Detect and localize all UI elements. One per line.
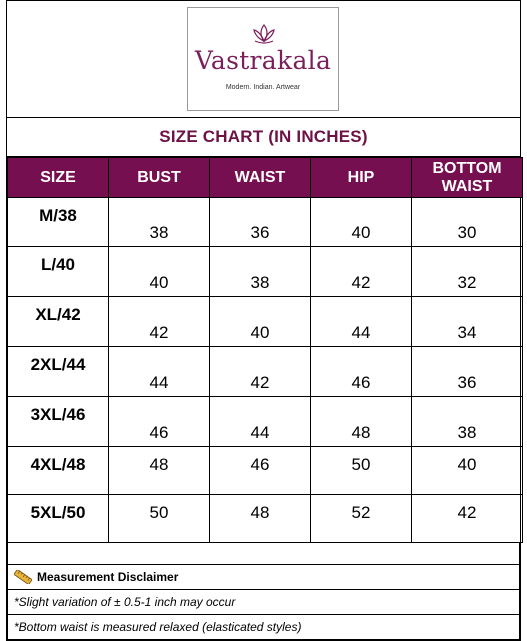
waist-cell: 38 (209, 246, 311, 297)
header-bottom-waist: BOTTOM WAIST (411, 157, 523, 198)
bottom-waist-cell: 30 (411, 197, 523, 247)
bottom-waist-cell: 36 (411, 346, 523, 397)
bust-cell: 42 (108, 296, 210, 347)
hip-cell: 42 (310, 246, 412, 297)
header-size: SIZE (7, 157, 109, 198)
size-cell: 5XL/50 (7, 494, 109, 543)
disclaimer-note: *Bottom waist is measured relaxed (elast… (7, 615, 520, 640)
hip-cell: 44 (310, 296, 412, 347)
header-waist: WAIST (209, 157, 311, 198)
brand-name: Vastrakala (194, 46, 332, 75)
size-cell: XL/42 (7, 296, 109, 347)
hip-cell: 52 (310, 494, 412, 543)
bottom-waist-cell: 42 (411, 494, 523, 543)
lotus-icon (253, 24, 275, 44)
bust-cell: 50 (108, 494, 210, 543)
table-row: XL/42 42 40 44 34 (7, 296, 523, 347)
brand-logo: Vastrakala Modern. Indian. Artwear (187, 7, 339, 111)
size-cell: 3XL/46 (7, 396, 109, 447)
waist-cell: 36 (209, 197, 311, 247)
bottom-waist-cell: 40 (411, 446, 523, 495)
size-chart-frame: Vastrakala Modern. Indian. Artwear SIZE … (6, 0, 523, 641)
size-table: SIZE BUST WAIST HIP BOTTOM WAIST M/38 38… (7, 157, 523, 543)
chart-title: SIZE CHART (IN INCHES) (159, 127, 368, 146)
table-row: 4XL/48 48 46 50 40 (7, 446, 523, 495)
waist-cell: 48 (209, 494, 311, 543)
hip-cell: 46 (310, 346, 412, 397)
header-bust: BUST (108, 157, 210, 198)
bust-cell: 46 (108, 396, 210, 447)
hip-cell: 48 (310, 396, 412, 447)
bottom-waist-cell: 38 (411, 396, 523, 447)
disclaimer-heading: Measurement Disclaimer (37, 570, 179, 584)
bust-cell: 44 (108, 346, 210, 397)
logo-row: Vastrakala Modern. Indian. Artwear (7, 1, 520, 118)
table-row: L/40 40 38 42 32 (7, 246, 523, 297)
table-header-row: SIZE BUST WAIST HIP BOTTOM WAIST (7, 157, 523, 198)
header-hip: HIP (310, 157, 412, 198)
size-cell: 4XL/48 (7, 446, 109, 495)
hip-cell: 50 (310, 446, 412, 495)
table-row: 2XL/44 44 42 46 36 (7, 346, 523, 397)
waist-cell: 46 (209, 446, 311, 495)
table-row: M/38 38 36 40 30 (7, 197, 523, 247)
spacer-row (7, 543, 520, 565)
table-row: 3XL/46 46 44 48 38 (7, 396, 523, 447)
waist-cell: 44 (209, 396, 311, 447)
brand-tagline: Modern. Indian. Artwear (225, 84, 301, 91)
ruler-icon (14, 570, 32, 584)
size-chart-sheet: Vastrakala Modern. Indian. Artwear SIZE … (6, 0, 523, 641)
disclaimer-heading-row: Measurement Disclaimer (7, 565, 520, 590)
hip-cell: 40 (310, 197, 412, 247)
bust-cell: 38 (108, 197, 210, 247)
bust-cell: 48 (108, 446, 210, 495)
title-row: SIZE CHART (IN INCHES) (7, 118, 520, 157)
waist-cell: 42 (209, 346, 311, 397)
bottom-waist-cell: 32 (411, 246, 523, 297)
waist-cell: 40 (209, 296, 311, 347)
table-row: 5XL/50 50 48 52 42 (7, 494, 523, 543)
size-cell: M/38 (7, 197, 109, 247)
size-cell: 2XL/44 (7, 346, 109, 397)
size-cell: L/40 (7, 246, 109, 297)
bust-cell: 40 (108, 246, 210, 297)
bottom-waist-cell: 34 (411, 296, 523, 347)
